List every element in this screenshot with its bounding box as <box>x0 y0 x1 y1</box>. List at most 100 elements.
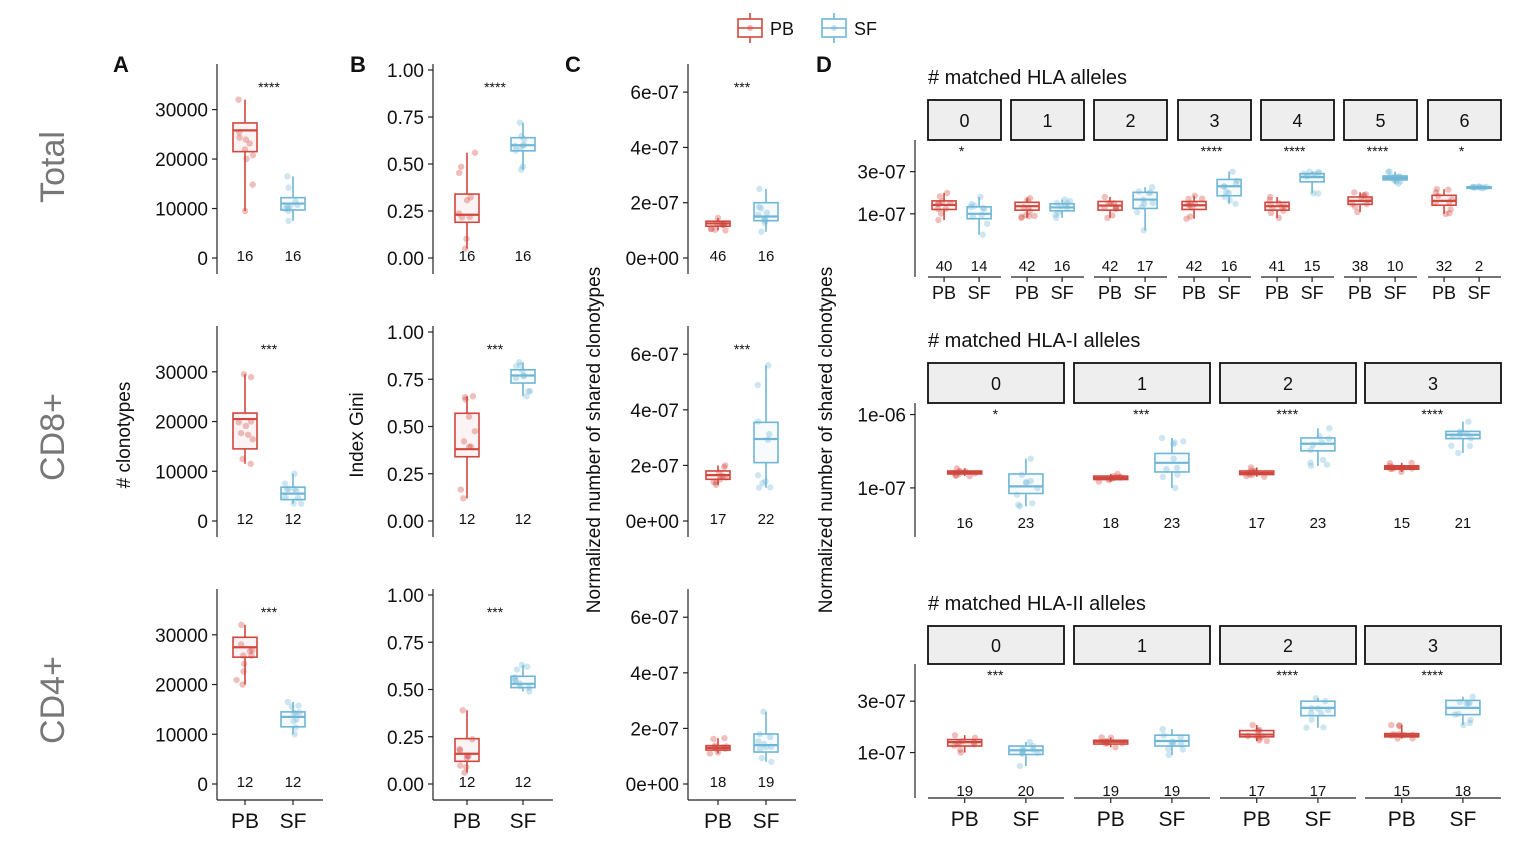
box-SF-point <box>1135 188 1142 195</box>
y-tick-label: 20000 <box>155 413 208 434</box>
box-SF-point <box>1034 749 1041 757</box>
n-label: 23 <box>1018 515 1035 532</box>
box-SF-point <box>1147 188 1154 196</box>
box-PB-point <box>1095 478 1103 485</box>
box-SF-point <box>766 484 774 491</box>
box-PB-point <box>722 462 729 469</box>
box-PB-point <box>1281 202 1288 210</box>
box-PB-point <box>1278 203 1286 211</box>
box-PB-point <box>1266 193 1274 201</box>
box-PB-point <box>249 436 256 443</box>
box-PB-point <box>1112 205 1119 212</box>
box-PB-point <box>1432 199 1439 207</box>
box-PB-point <box>1107 734 1115 741</box>
box-SF-point <box>1322 697 1329 705</box>
box-SF-point <box>1019 747 1026 755</box>
box-PB-point <box>706 750 714 757</box>
box-PB-point <box>1396 722 1403 729</box>
box-SF-point <box>1395 180 1402 187</box>
box-SF-point <box>1303 173 1311 180</box>
box-SF-point <box>285 184 292 191</box>
y-tick-label: 0.50 <box>387 418 424 439</box>
box-PB-point <box>971 734 979 742</box>
box-PB-point <box>1104 739 1111 746</box>
facet-strip-label: 6 <box>1459 111 1469 131</box>
box-PB-point <box>1106 475 1114 483</box>
facet-strip <box>1343 99 1418 141</box>
box-PB-point <box>1025 212 1033 220</box>
box-PB-point <box>719 221 726 229</box>
box-PB-point <box>710 478 717 486</box>
box-PB-point <box>455 169 463 177</box>
box-PB-point <box>1269 204 1276 212</box>
box-PB-point <box>971 741 978 748</box>
n-label: 12 <box>459 774 476 791</box>
box-SF-point <box>1472 183 1479 191</box>
n-label: 16 <box>758 248 775 265</box>
y-tick-label: 1.00 <box>387 323 424 344</box>
box-PB-point <box>1247 464 1255 471</box>
box-SF-point <box>756 730 763 738</box>
significance-label: *** <box>1133 406 1150 422</box>
n-label: 20 <box>1018 783 1035 800</box>
box-PB-point <box>1183 215 1190 222</box>
box-PB-point <box>1363 200 1370 208</box>
facet-2: 2 42 17 PB SF <box>1093 99 1168 303</box>
n-label: 12 <box>459 511 476 528</box>
box-PB-point <box>239 455 246 463</box>
box-SF-point <box>1177 741 1185 748</box>
box-SF-point <box>291 470 298 477</box>
box-SF-point <box>760 740 768 748</box>
box-PB-point <box>240 652 247 659</box>
y-tick-label: 0.25 <box>387 465 424 486</box>
box-SF-point <box>287 202 294 209</box>
box-SF-point <box>1458 430 1465 437</box>
box-PB-point <box>1386 460 1394 467</box>
box-SF-box <box>280 711 306 728</box>
x-tick-label: PB <box>1182 283 1206 303</box>
box-SF-point <box>1456 428 1464 435</box>
box-SF-point <box>1226 197 1234 204</box>
legend-key-point <box>747 25 753 31</box>
n-label: 15 <box>1393 783 1410 800</box>
box-PB-point <box>1266 196 1273 204</box>
box-PB-point <box>721 734 728 742</box>
box-PB-point <box>1256 726 1263 733</box>
facet-panel-title: # matched HLA-I alleles <box>928 330 1140 352</box>
panel-letter-D: D <box>816 52 832 77</box>
box-SF-point <box>980 205 988 213</box>
y-tick-label: 0e+00 <box>626 775 679 796</box>
x-tick-label: PB <box>951 808 979 831</box>
box-SF-point <box>754 211 762 219</box>
box-SF-point <box>518 166 525 173</box>
box-SF-point <box>1479 184 1486 192</box>
box-SF-point <box>1026 738 1034 746</box>
box-SF-point <box>298 500 305 507</box>
box-SF-point <box>517 145 524 152</box>
box-SF-point <box>520 141 528 149</box>
facet-strip <box>1177 99 1252 141</box>
box-SF-point <box>1300 170 1308 177</box>
box-PB-point <box>1388 465 1395 472</box>
box-PB-point <box>1249 721 1256 729</box>
x-tick-label: SF <box>1158 808 1185 831</box>
y-tick-label: 0 <box>197 512 208 533</box>
box-PB-point <box>1432 189 1440 196</box>
box-PB-point <box>237 641 245 648</box>
panel-C-CD4: 0e+00 2e-07 4e-07 6e-07 18 19 PB SF <box>626 589 796 833</box>
n-label: 12 <box>515 774 532 791</box>
box-PB-point <box>942 205 949 212</box>
y-tick-label: 20000 <box>155 676 208 697</box>
panel-A-Total: 0 10000 20000 30000 **** 16 16 <box>155 64 306 274</box>
box-PB-point <box>720 463 728 471</box>
box-PB-point <box>722 474 729 481</box>
box-SF-point <box>754 418 762 425</box>
box-PB-point <box>247 418 255 425</box>
box-SF-point <box>296 709 303 716</box>
facet-5: 5 **** 38 10 PB SF <box>1343 99 1418 303</box>
box-SF-point <box>288 703 295 710</box>
box-SF-point <box>1315 190 1322 197</box>
box-SF-point <box>1466 699 1473 707</box>
x-tick-label: SF <box>1134 283 1157 303</box>
box-PB-point <box>247 460 254 468</box>
